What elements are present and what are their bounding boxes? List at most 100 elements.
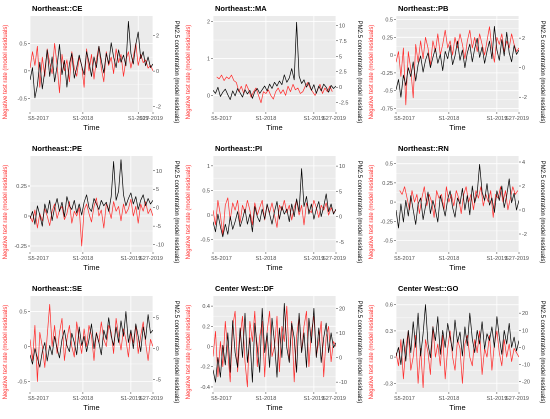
panel-center-west-go: Center West::GO -0.3 0 0.3 0.6 -20 -10 0 10 20 S5-…: [366, 280, 549, 419]
plot-background: [30, 296, 153, 392]
left-tick-label: 0: [24, 214, 27, 220]
left-tick-label: 0.2: [202, 324, 210, 330]
pm25-line: [396, 25, 519, 98]
left-axis-title: Negative test rate (model residuals): [369, 165, 375, 260]
left-tick-label: 0: [390, 53, 393, 59]
right-tick-label: 0: [156, 69, 159, 75]
right-tick-label: 10: [156, 169, 162, 175]
x-tick-label: S5-2017: [28, 256, 49, 262]
x-tick-label: S1-2018: [438, 256, 459, 262]
left-tick-label: 0.5: [19, 41, 27, 47]
series-group: [396, 304, 519, 388]
right-tick-label: 5: [156, 316, 159, 322]
right-tick-label: 0: [339, 85, 342, 91]
pm25-line: [396, 304, 519, 365]
right-tick-label: 2.5: [339, 70, 347, 76]
x-axis-title: Time: [83, 403, 99, 412]
right-tick-label: 4: [522, 160, 525, 166]
left-tick-label: 1: [207, 56, 210, 62]
x-tick-label: S1-2019: [120, 396, 141, 402]
x-tick-label: S1-2018: [438, 116, 459, 122]
series-group: [30, 20, 153, 99]
left-tick-label: -0.25: [14, 244, 27, 250]
x-tick-label: S27-2019: [322, 256, 346, 262]
x-axis-title: Time: [266, 263, 282, 272]
left-tick-label: -0.5: [18, 379, 27, 385]
series-group: [396, 164, 519, 229]
panel-northeast-ma: Northeast::MA 0 1 2 -2.5 0 2.5 5 7.5 10 S5-2017 S1-…: [183, 0, 366, 139]
right-tick-label: -2: [156, 105, 161, 111]
chart-svg: Northeast::PB-0.75 -0.5 -0.25 0 0.25 0.5-2 0 2S…: [369, 4, 545, 132]
right-tick-label: 10: [522, 328, 528, 334]
x-tick-label: S5-2017: [211, 256, 232, 262]
left-tick-label: -0.4: [201, 385, 210, 391]
right-tick-label: 20: [522, 311, 528, 317]
right-axis-title: PM2.5 concentration (model residuals): [539, 21, 545, 124]
left-tick-label: -0.5: [201, 238, 210, 244]
right-tick-label: 20: [339, 306, 345, 312]
x-tick-label: S1-2018: [72, 116, 93, 122]
right-tick-label: 0: [156, 206, 159, 212]
right-tick-label: -10: [156, 243, 164, 249]
x-axis-title: Time: [83, 123, 99, 132]
right-tick-label: 0: [156, 347, 159, 353]
left-tick-label: -0.75: [380, 106, 393, 112]
x-tick-label: S27-2019: [505, 116, 529, 122]
panel-northeast-se: Northeast::SE -0.5 0 0.5 -5 0 5 S5-2017 S1-2018 S…: [0, 280, 183, 419]
panel-northeast-pb: Northeast::PB -0.75 -0.5 -0.25 0 0.25 0.5 -2 0 2 S…: [366, 0, 549, 139]
x-axis-title: Time: [449, 403, 465, 412]
x-tick-label: S1-2018: [255, 256, 276, 262]
left-axis-title: Negative test rate (model residuals): [186, 165, 192, 260]
panel-title: Center West::DF: [215, 284, 274, 293]
left-tick-label: 0: [24, 69, 27, 75]
plot-background: [30, 16, 153, 112]
right-tick-label: -5: [156, 224, 161, 230]
left-tick-label: 2: [207, 20, 210, 26]
panel-title: Northeast::PB: [398, 4, 449, 13]
series-group: [213, 303, 336, 388]
x-tick-label: S27-2019: [139, 116, 163, 122]
chart-svg: Northeast::SE-0.5 0 0.5-5 0 5S5-2017 S1-2018 S…: [3, 284, 179, 412]
right-tick-label: -2: [522, 95, 527, 101]
pm25-line: [213, 168, 336, 238]
chart-svg: Center West::GO-0.3 0 0.3 0.6-20 -10 0 10 20S5-…: [369, 284, 545, 412]
panel-northeast-pi: Northeast::PI -0.5 0 0.5 1 -5 0 5 10 S5-2017 S1-20…: [183, 140, 366, 279]
right-tick-label: -2: [522, 232, 527, 238]
right-axis-title: PM2.5 concentration (model residuals): [539, 161, 545, 264]
pm25-line: [213, 21, 336, 100]
left-tick-label: 0.6: [385, 303, 393, 309]
left-tick-label: 0.5: [385, 18, 393, 24]
series-group: [213, 168, 336, 238]
pm25-line: [30, 20, 153, 99]
right-tick-label: 0: [522, 345, 525, 351]
left-tick-label: 0.25: [16, 184, 27, 190]
x-tick-label: S1-2019: [303, 116, 324, 122]
right-tick-label: -10: [339, 380, 347, 386]
x-tick-label: S5-2017: [28, 116, 49, 122]
left-tick-label: 1: [207, 164, 210, 170]
right-axis-title: PM2.5 concentration (model residuals): [173, 301, 179, 404]
left-tick-label: 0.5: [385, 162, 393, 168]
x-tick-label: S27-2019: [505, 256, 529, 262]
panel-title: Northeast::MA: [215, 4, 267, 13]
left-axis-title: Negative test rate (model residuals): [369, 305, 375, 400]
right-tick-label: 5: [156, 187, 159, 193]
pm25-line: [396, 164, 519, 229]
left-tick-label: 0.3: [385, 329, 393, 335]
plot-background: [30, 156, 153, 252]
x-tick-label: S5-2017: [211, 116, 232, 122]
x-tick-label: S5-2017: [394, 256, 415, 262]
left-tick-label: 0.25: [382, 35, 393, 41]
right-tick-label: 10: [339, 331, 345, 337]
panel-northeast-ce: Northeast::CE -0.5 0 0.5 -2 0 2 S5-2017 S1-2018 S…: [0, 0, 183, 139]
negative-test-rate-line: [213, 197, 336, 236]
right-tick-label: 0: [522, 66, 525, 72]
x-tick-label: S1-2018: [255, 396, 276, 402]
panel-northeast-rn: Northeast::RN -0.5 -0.25 0 0.25 0.5 -2 0 2 4 S5-20…: [366, 140, 549, 279]
left-axis-title: Negative test rate (model residuals): [3, 305, 9, 400]
left-tick-label: -0.25: [380, 71, 393, 77]
left-tick-label: -0.5: [384, 89, 393, 95]
right-tick-label: -10: [522, 363, 530, 369]
